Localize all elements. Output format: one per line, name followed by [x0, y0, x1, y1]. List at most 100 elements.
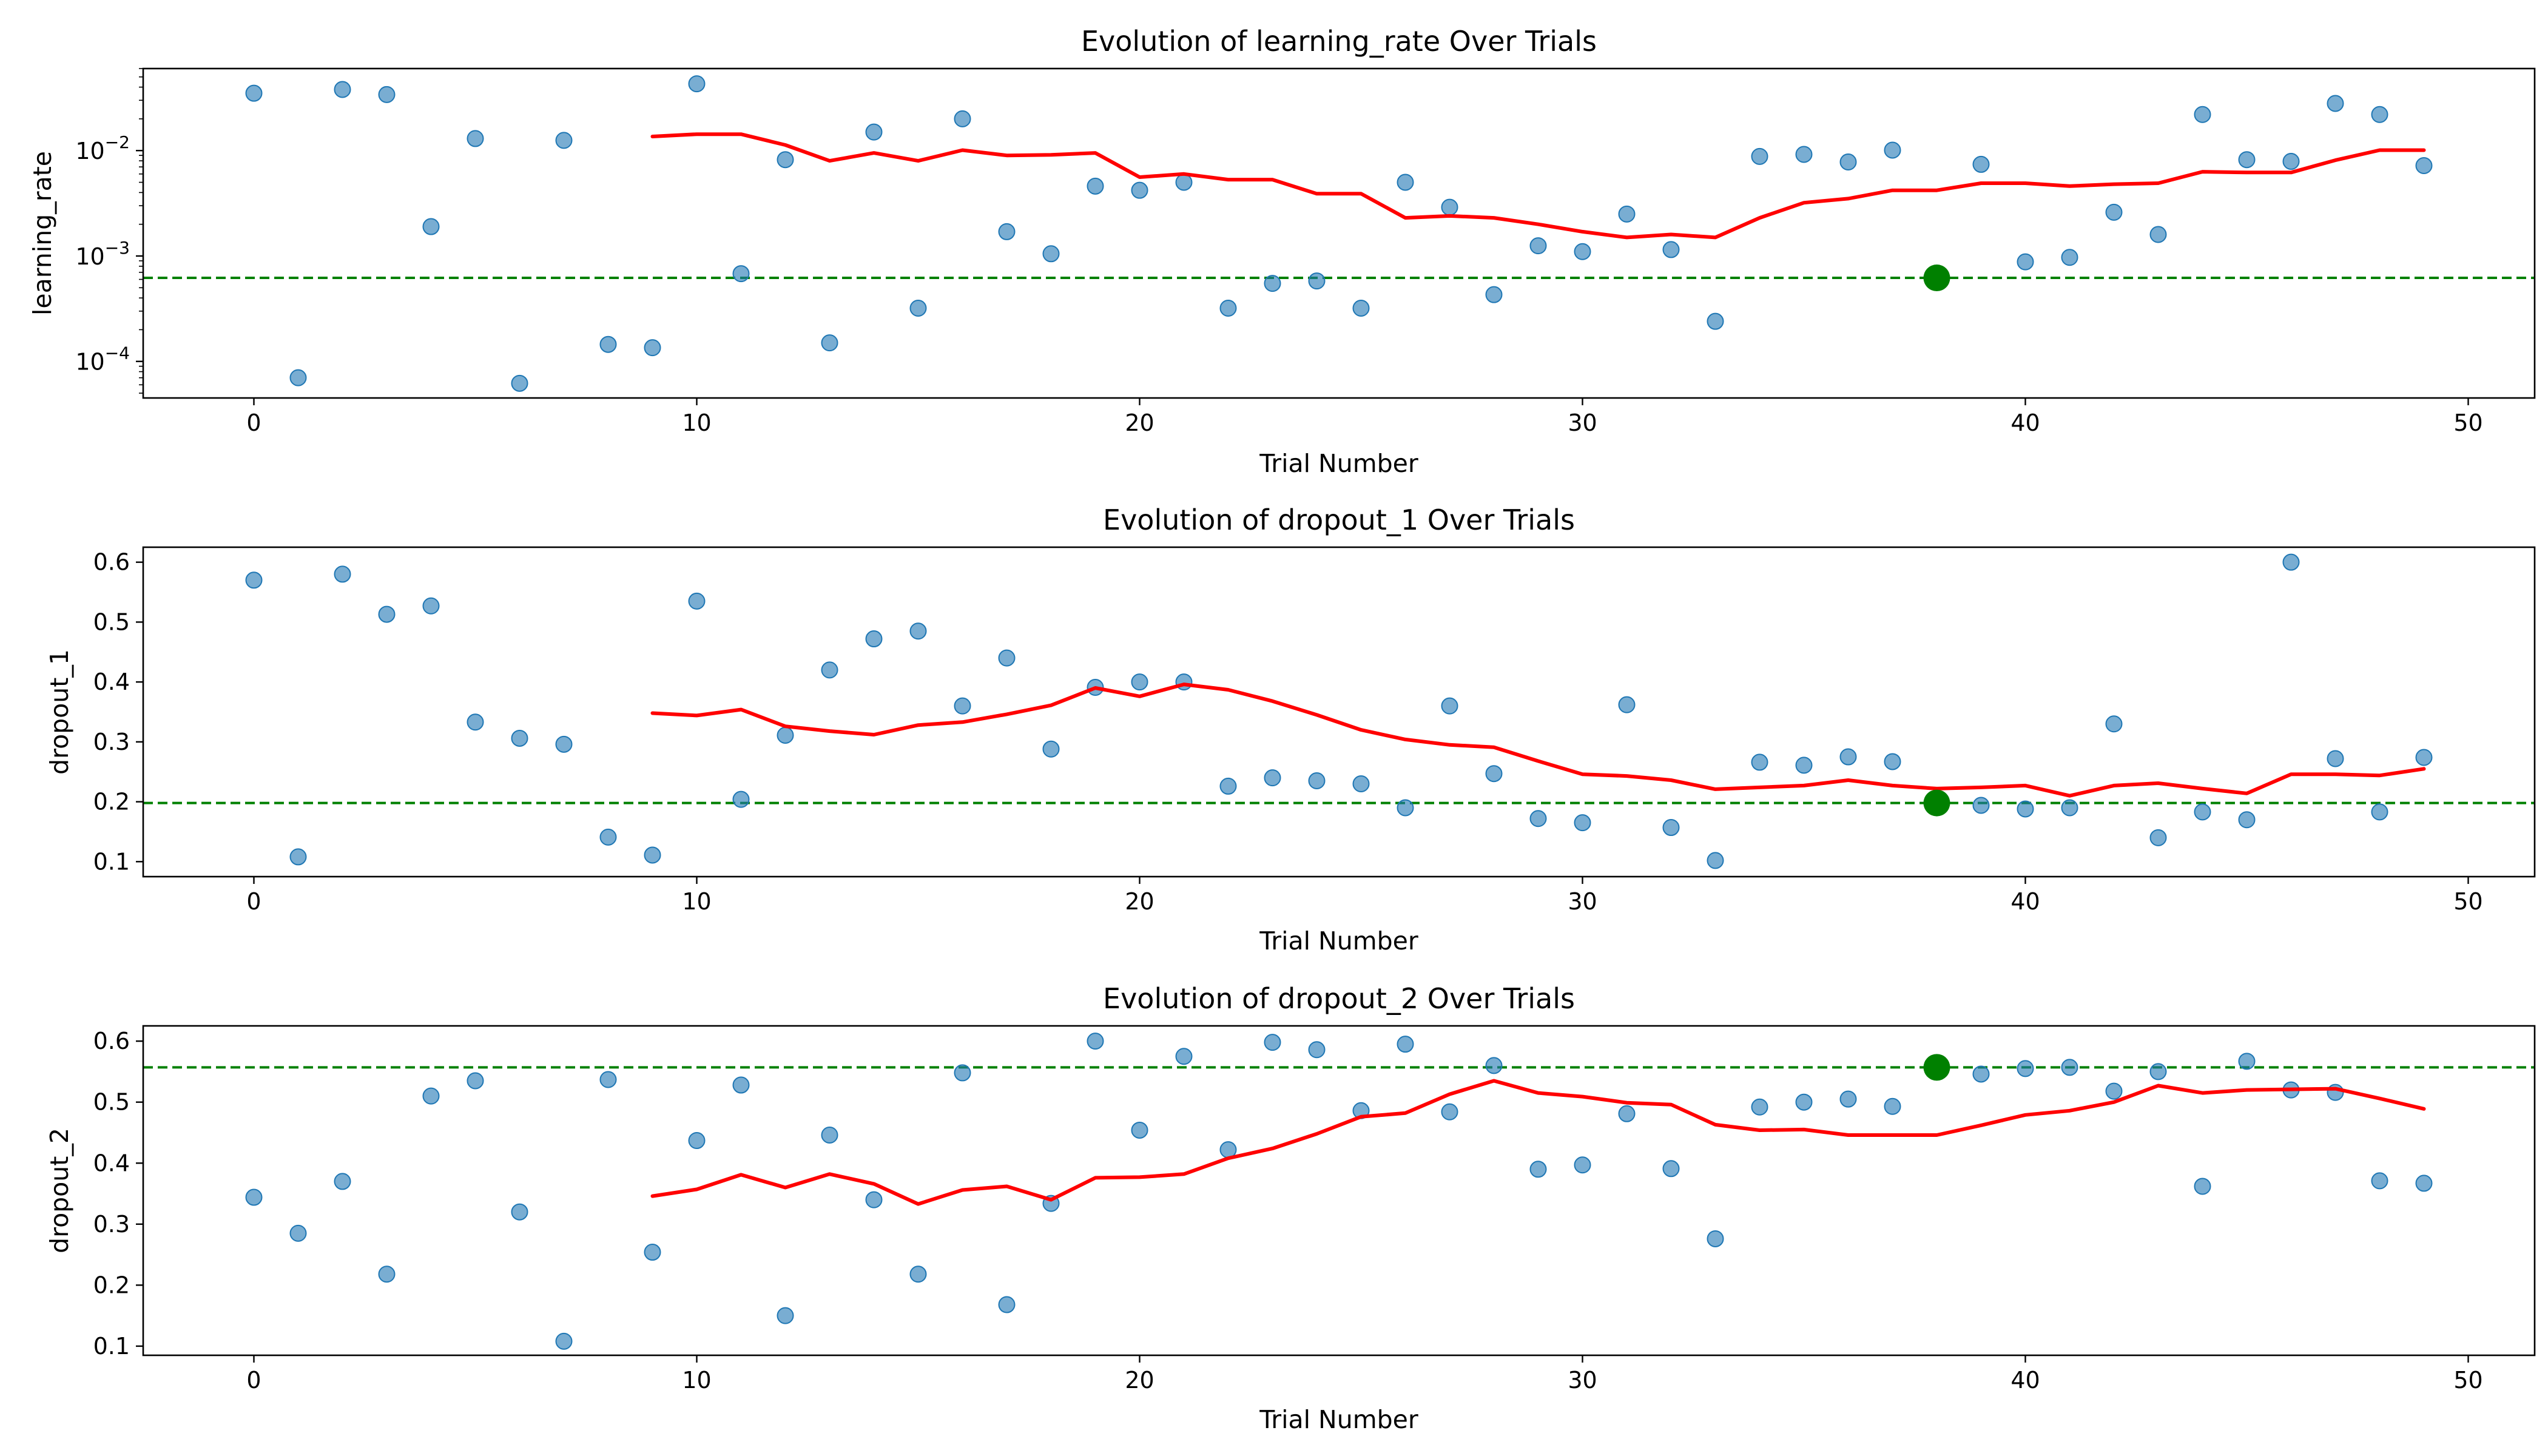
trial-point — [2017, 1060, 2034, 1077]
trial-point — [1972, 1065, 1990, 1083]
trial-point — [422, 1087, 440, 1105]
x-tick-label: 10 — [682, 410, 711, 436]
trial-point — [954, 110, 971, 127]
trial-point — [1972, 155, 1990, 173]
y-tick-label: 0.6 — [93, 1028, 130, 1054]
y-tick-label: 0.4 — [93, 1150, 130, 1176]
trial-point — [1795, 1093, 1813, 1111]
trial-point — [2371, 1172, 2388, 1190]
trial-point — [1618, 1105, 1636, 1122]
best-trial-marker — [1923, 265, 1950, 292]
trial-point — [1308, 272, 1326, 290]
x-tick-label: 30 — [1568, 888, 1597, 915]
y-tick-label: 10−2 — [75, 132, 130, 164]
best-trial-marker — [1923, 1054, 1950, 1081]
trial-point — [2238, 1053, 2256, 1070]
trial-point — [467, 713, 484, 731]
trial-point — [1884, 753, 1901, 770]
y-tick-label: 0.6 — [93, 549, 130, 576]
trial-point — [2238, 811, 2256, 829]
chart-title: Evolution of dropout_1 Over Trials — [1103, 504, 1575, 536]
y-tick-label: 0.5 — [93, 1089, 130, 1116]
trial-point — [1751, 1098, 1768, 1116]
trial-point — [1131, 1121, 1148, 1139]
trial-point — [2415, 749, 2433, 766]
trial-point — [1485, 765, 1503, 783]
x-axis-label: Trial Number — [1259, 1405, 1418, 1434]
panel-marks — [143, 1033, 2535, 1350]
plot-frame — [142, 67, 2536, 399]
trial-point — [1884, 141, 1901, 159]
y-tick-label: 0.1 — [93, 848, 130, 875]
y-axis-label: dropout_2 — [45, 1128, 74, 1253]
chart-title: Evolution of learning_rate Over Trials — [1081, 25, 1597, 58]
x-tick-label: 40 — [2010, 410, 2040, 436]
chart-title: Evolution of dropout_2 Over Trials — [1103, 982, 1575, 1015]
trial-point — [1219, 299, 1237, 317]
trial-point — [1131, 673, 1148, 691]
trial-point — [1574, 814, 1591, 832]
trial-point — [1662, 241, 1680, 258]
trial-point — [1087, 177, 1104, 195]
x-tick-label: 0 — [246, 888, 261, 915]
plot-frame — [142, 1025, 2536, 1357]
trial-point — [1352, 299, 1370, 317]
trial-point — [378, 86, 396, 103]
trial-point — [1441, 198, 1458, 216]
trial-point — [954, 1064, 971, 1082]
trial-point — [909, 1266, 927, 1283]
x-tick-label: 50 — [2453, 888, 2482, 915]
trial-point — [909, 622, 927, 640]
trial-point — [644, 1244, 661, 1261]
trial-point — [245, 571, 263, 589]
trial-point — [2194, 1178, 2211, 1195]
trial-point — [1042, 740, 1060, 758]
trial-point — [2105, 715, 2123, 733]
trial-point — [1751, 753, 1768, 771]
trial-point — [378, 1266, 396, 1283]
x-tick-label: 30 — [1568, 410, 1597, 436]
trial-point — [1707, 1230, 1724, 1247]
trial-point — [1529, 237, 1547, 255]
trial-point — [688, 75, 706, 93]
panel-axes: 0 10 20 30 40 50 10−4 10−3 10−2 — [75, 68, 2483, 436]
y-tick-label: 0.2 — [93, 1272, 130, 1298]
trial-point — [2327, 750, 2344, 767]
trial-point — [1574, 1156, 1591, 1174]
trial-point — [865, 1191, 883, 1208]
trial-point — [1795, 757, 1813, 774]
trial-point — [467, 130, 484, 147]
trial-point — [998, 223, 1016, 240]
trial-point — [1618, 696, 1636, 713]
trial-point — [422, 218, 440, 235]
trial-point — [644, 339, 661, 357]
trial-point — [422, 597, 440, 615]
trial-point — [2061, 249, 2078, 266]
trial-point — [1839, 1090, 1857, 1108]
trial-point — [599, 1071, 617, 1088]
trial-point — [2282, 553, 2300, 571]
trial-point — [2105, 1082, 2123, 1100]
x-tick-label: 20 — [1125, 888, 1154, 915]
trial-point — [1264, 769, 1281, 787]
trial-point — [777, 1307, 794, 1324]
trial-point — [688, 1132, 706, 1150]
trial-point — [777, 727, 794, 744]
panel-axes: 0 10 20 30 40 50 0.1 0.2 0.3 0.4 0.5 0.6 — [93, 1028, 2483, 1394]
trial-point — [2105, 203, 2123, 221]
trial-point — [2149, 226, 2167, 243]
trial-point — [909, 299, 927, 317]
trial-point — [954, 697, 971, 715]
trial-point — [1618, 205, 1636, 223]
trial-point — [289, 848, 307, 866]
trial-point — [555, 735, 573, 753]
trial-point — [2327, 1084, 2344, 1101]
trial-point — [289, 1224, 307, 1242]
trial-point — [1662, 1160, 1680, 1178]
panel-marks — [143, 75, 2535, 392]
trial-point — [821, 334, 838, 352]
trial-point — [998, 1296, 1016, 1313]
trial-point — [1397, 174, 1414, 191]
x-tick-label: 50 — [2453, 1367, 2482, 1394]
trial-point — [1397, 1036, 1414, 1053]
